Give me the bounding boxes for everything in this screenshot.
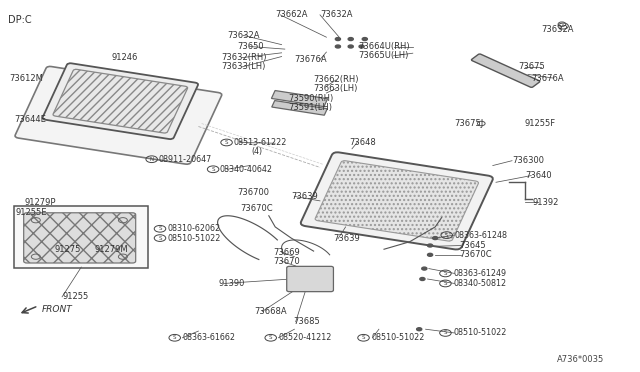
Text: 91392: 91392 bbox=[532, 198, 559, 207]
FancyBboxPatch shape bbox=[53, 69, 188, 133]
Text: FRONT: FRONT bbox=[42, 305, 72, 314]
Text: S: S bbox=[158, 235, 162, 241]
Text: DP:C: DP:C bbox=[8, 16, 31, 25]
Text: 08510-51022: 08510-51022 bbox=[371, 333, 424, 342]
Text: 73685: 73685 bbox=[293, 317, 320, 326]
Text: 736300: 736300 bbox=[512, 156, 544, 165]
Text: 73665U(LH): 73665U(LH) bbox=[358, 51, 409, 60]
Text: 73670C: 73670C bbox=[460, 250, 492, 259]
Text: 08340-40642: 08340-40642 bbox=[220, 165, 273, 174]
Bar bbox=[14, 206, 148, 268]
Text: S: S bbox=[444, 271, 447, 276]
FancyBboxPatch shape bbox=[271, 90, 328, 107]
Text: S: S bbox=[269, 335, 273, 340]
Text: 73644E: 73644E bbox=[14, 115, 46, 124]
Text: 73645: 73645 bbox=[460, 241, 486, 250]
FancyBboxPatch shape bbox=[315, 161, 479, 241]
Text: A736*0035: A736*0035 bbox=[557, 355, 604, 364]
Text: 73648: 73648 bbox=[349, 138, 376, 147]
Circle shape bbox=[335, 45, 340, 48]
FancyBboxPatch shape bbox=[272, 100, 327, 115]
Text: 91390: 91390 bbox=[219, 279, 245, 288]
Text: 73663(LH): 73663(LH) bbox=[314, 84, 358, 93]
Text: 73664U(RH): 73664U(RH) bbox=[358, 42, 410, 51]
Circle shape bbox=[417, 328, 422, 331]
Text: 736700: 736700 bbox=[237, 188, 269, 197]
Text: 73632A: 73632A bbox=[320, 10, 353, 19]
Text: 08363-61662: 08363-61662 bbox=[182, 333, 236, 342]
Circle shape bbox=[348, 38, 353, 41]
Text: 91279M: 91279M bbox=[95, 246, 129, 254]
Text: 73668A: 73668A bbox=[255, 307, 287, 316]
Circle shape bbox=[362, 38, 367, 41]
Text: 08340-50812: 08340-50812 bbox=[453, 279, 506, 288]
Text: 73632A: 73632A bbox=[227, 31, 260, 40]
Text: 08363-61248: 08363-61248 bbox=[454, 231, 508, 240]
Text: 08310-62062: 08310-62062 bbox=[168, 224, 221, 233]
Text: 73670: 73670 bbox=[273, 257, 300, 266]
Text: 73676A: 73676A bbox=[294, 55, 327, 64]
Circle shape bbox=[428, 244, 433, 247]
FancyBboxPatch shape bbox=[43, 63, 198, 139]
FancyBboxPatch shape bbox=[15, 67, 221, 164]
Text: 08363-61249: 08363-61249 bbox=[453, 269, 506, 278]
Text: 73662(RH): 73662(RH) bbox=[314, 76, 359, 84]
Text: 73639: 73639 bbox=[333, 234, 360, 243]
FancyBboxPatch shape bbox=[287, 266, 333, 292]
Text: 91255: 91255 bbox=[63, 292, 89, 301]
Text: S: S bbox=[445, 232, 449, 238]
Text: 91255E: 91255E bbox=[16, 208, 47, 217]
Text: 73612M: 73612M bbox=[10, 74, 44, 83]
Circle shape bbox=[428, 253, 433, 256]
Text: S: S bbox=[444, 330, 447, 336]
Text: 08520-41212: 08520-41212 bbox=[278, 333, 332, 342]
FancyBboxPatch shape bbox=[301, 152, 493, 250]
Text: 08513-61222: 08513-61222 bbox=[234, 138, 287, 147]
Text: S: S bbox=[173, 335, 177, 340]
Text: 08510-51022: 08510-51022 bbox=[168, 234, 221, 243]
Text: 73591(LH): 73591(LH) bbox=[288, 103, 332, 112]
Text: 08510-51022: 08510-51022 bbox=[453, 328, 506, 337]
Text: (4): (4) bbox=[252, 147, 262, 156]
Text: 73633(LH): 73633(LH) bbox=[221, 62, 265, 71]
Text: 73640: 73640 bbox=[525, 171, 552, 180]
Text: 91275: 91275 bbox=[54, 246, 81, 254]
Text: S: S bbox=[211, 167, 215, 172]
Text: 73675: 73675 bbox=[518, 62, 545, 71]
FancyBboxPatch shape bbox=[472, 54, 540, 87]
Text: S: S bbox=[225, 140, 228, 145]
Circle shape bbox=[433, 237, 438, 240]
Text: S: S bbox=[444, 281, 447, 286]
Text: 91246: 91246 bbox=[112, 53, 138, 62]
Text: 73669: 73669 bbox=[273, 248, 300, 257]
Circle shape bbox=[348, 45, 353, 48]
Text: 91279P: 91279P bbox=[24, 198, 56, 207]
Text: 73662A: 73662A bbox=[275, 10, 308, 19]
Text: 73639: 73639 bbox=[291, 192, 318, 201]
Text: 73632A: 73632A bbox=[541, 25, 573, 34]
Text: 08911-20647: 08911-20647 bbox=[159, 155, 212, 164]
Circle shape bbox=[359, 45, 364, 48]
Text: S: S bbox=[158, 226, 162, 231]
Circle shape bbox=[335, 38, 340, 41]
Text: S: S bbox=[362, 335, 365, 340]
Text: 73590(RH): 73590(RH) bbox=[288, 94, 333, 103]
Text: 73632(RH): 73632(RH) bbox=[221, 53, 266, 62]
Text: 73650: 73650 bbox=[237, 42, 264, 51]
Text: 73675J: 73675J bbox=[454, 119, 484, 128]
Text: 73676A: 73676A bbox=[531, 74, 564, 83]
Circle shape bbox=[422, 267, 427, 270]
Text: N: N bbox=[150, 157, 154, 162]
Text: 73670C: 73670C bbox=[240, 204, 273, 213]
Circle shape bbox=[420, 278, 425, 280]
Text: 91255F: 91255F bbox=[525, 119, 556, 128]
FancyBboxPatch shape bbox=[24, 213, 136, 263]
